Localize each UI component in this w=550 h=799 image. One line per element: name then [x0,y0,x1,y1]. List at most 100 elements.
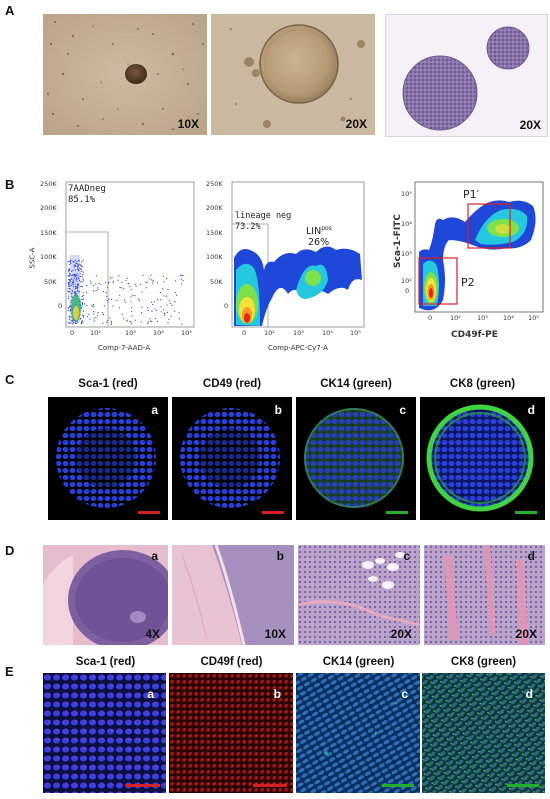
facs-event-dot [82,321,84,323]
facs-event-dot [78,277,80,279]
facs-event-dot [101,312,104,314]
facs-event-dot [152,281,154,283]
facs-event-dot [82,280,84,282]
facs-event-dot [72,279,74,281]
facs-event-dot [72,274,75,276]
panel-letter-e: E [5,664,14,679]
facs-event-dot [67,288,69,290]
facs-event-dot [79,275,82,277]
facs-event-dot [147,307,149,309]
facs-event-dot [93,290,95,292]
facs-event-dot [97,289,99,291]
facs-event-dot [67,260,69,263]
facs-event-dot [182,280,184,282]
fluorescence-spheroid-dapi-icon [56,408,156,508]
facs-event-dot [80,281,82,283]
facs-event-dot [160,306,162,308]
facs-event-dot [76,322,78,324]
facs-event-dot [123,287,125,290]
facs-event-dot [147,321,149,323]
facs-event-dot [107,301,109,303]
facs-event-dot [165,295,167,297]
facs-event-dot [163,281,165,283]
facs-event-dot [181,323,183,325]
facs-event-dot [75,285,77,288]
panel-c-sublabel-b: b [274,403,282,417]
facs-event-dot [106,286,109,288]
facs-event-dot [71,270,73,272]
facs-event-dot [131,307,133,309]
ytick: 10³ [401,250,412,258]
ytick: 100K [40,253,57,261]
facs-event-dot [180,283,183,285]
facs-event-dot [130,296,132,298]
facs-event-dot [145,287,147,289]
gate-label-lineage-neg: lineage neg [235,211,292,221]
facs-event-dot [147,309,149,311]
facs-event-dot [103,291,105,293]
facs-event-dot [163,295,165,297]
facs-event-dot [74,269,76,271]
xtick: 10³ [125,329,136,337]
facs-event-dot [70,284,72,286]
facs-event-dot [68,272,70,275]
facs-event-dot [86,316,88,318]
facs-event-dot [109,317,111,319]
ytick: 50K [210,278,223,286]
facs-event-dot [76,268,79,270]
facs-event-dot [119,294,121,296]
facs-event-dot [93,318,95,320]
facs-event-dot [81,295,83,297]
facs-event-dot [152,304,154,306]
panel-c-image-b: b [172,397,292,520]
fluorescence-spheroid-dapi-icon [180,408,280,508]
panel-c-sublabel-a: a [151,403,158,417]
facs-event-dot [90,282,92,284]
facs-plot-7aad: 7AADneg 85.1% SSC-A 250K 200K 150K 100K … [10,180,195,360]
facs-event-dot [76,262,78,264]
facs-event-dot [67,279,69,281]
facs-event-dot [163,309,165,311]
facs-event-dot [69,308,72,311]
facs-event-dot [82,316,85,318]
ytick: 200K [206,204,223,212]
panel-e-sublabel-b: b [273,687,281,701]
panel-c-title-1: Sca-1 (red) [78,378,138,390]
facs-event-dot [75,279,77,281]
facs-event-dot [90,280,92,282]
facs-event-dot [70,261,72,263]
panel-d-mag-c: 20X [390,627,412,641]
gate-p1-label: P1′ [463,188,480,201]
facs-event-dot [120,287,122,289]
x-axis-label-apc: Comp-APC-Cy7-A [268,344,328,352]
facs-event-dot [82,278,84,280]
panel-a-mag-2: 20X [345,117,367,131]
xtick: 10⁵ [181,329,192,337]
facs-event-dot [180,278,182,280]
facs-event-dot [74,322,77,324]
facs-event-dot [152,280,154,282]
y-axis-label-ssc: SSC-A [28,247,37,269]
xtick: 10⁴ [153,329,164,337]
facs-event-dot [68,315,70,317]
ytick: 200K [40,204,57,212]
facs-event-dot [151,310,153,312]
facs-event-dot [106,299,108,302]
facs-event-dot [135,283,137,285]
panel-letter-c: C [5,372,15,387]
he-tumor-highmag-icon [298,545,420,645]
scale-bar [138,511,160,514]
facs-event-dot [71,282,73,284]
facs-event-dot [153,301,155,303]
facs-event-dot [97,287,99,289]
facs-event-dot [107,282,109,284]
facs-event-dot [67,271,69,273]
facs-event-dot [86,285,88,287]
facs-event-dot [126,320,128,322]
facs-event-dot [174,301,176,303]
facs-event-dot [178,318,180,320]
facs-event-dot [80,270,82,272]
facs-event-dot [175,294,178,296]
facs-event-dot [93,311,95,313]
facs-event-dot [74,275,76,277]
